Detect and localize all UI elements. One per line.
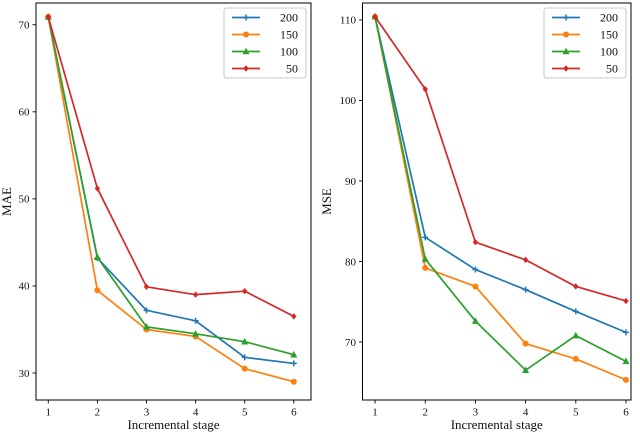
x-tick-label: 3 xyxy=(473,407,479,419)
legend-label: 200 xyxy=(280,11,298,25)
legend-label: 50 xyxy=(606,62,618,76)
legend-label: 100 xyxy=(280,45,298,59)
mae-chart: 30 40 50 60 70 1 2 3 4 5 6 MAE Incremental stage 200 1… xyxy=(0,2,312,432)
series-line-50 xyxy=(374,16,627,302)
marker-diamond-icon xyxy=(372,13,378,20)
marker-plus-icon xyxy=(422,234,429,241)
marker-triangle-icon xyxy=(290,350,298,358)
x-tick-label: 5 xyxy=(242,407,248,419)
marker-diamond-icon xyxy=(192,291,199,298)
series-line-200 xyxy=(374,16,627,334)
mse-chart-svg: 70 80 90 100 110 1 2 3 4 5 6 MSE Incremental stage 20… xyxy=(319,2,632,432)
x-axis-label: Incremental stage xyxy=(451,417,543,432)
legend-label: 100 xyxy=(600,45,618,59)
y-tick-label: 80 xyxy=(345,256,357,268)
x-axis-label: Incremental stage xyxy=(127,417,219,432)
x-tick-label: 4 xyxy=(523,407,529,419)
x-tick-label: 2 xyxy=(422,407,428,419)
x-tick-label: 1 xyxy=(372,407,378,419)
x-tick-label: 6 xyxy=(291,407,297,419)
series-line-150 xyxy=(47,16,295,383)
marker-plus-icon xyxy=(192,317,199,324)
marker-diamond-icon xyxy=(45,13,51,21)
mae-chart-svg: 30 40 50 60 70 1 2 3 4 5 6 MAE Incremental stage 200 1… xyxy=(0,2,312,432)
legend-box xyxy=(543,7,627,79)
series-line-100 xyxy=(374,16,627,372)
marker-plus-icon xyxy=(241,354,248,361)
marker-plus-icon xyxy=(243,14,249,21)
marker-circle-icon xyxy=(572,355,579,362)
y-axis-label: MAE xyxy=(0,187,14,216)
marker-diamond-icon xyxy=(422,85,428,93)
y-tick-label: 30 xyxy=(19,368,31,380)
marker-circle-icon xyxy=(241,365,248,372)
marker-circle-icon xyxy=(522,340,529,347)
y-tick-label: 90 xyxy=(345,176,357,188)
marker-triangle-icon xyxy=(572,331,580,339)
x-tick-label: 2 xyxy=(95,407,101,419)
marker-plus-icon xyxy=(572,308,579,315)
mse-chart: 70 80 90 100 110 1 2 3 4 5 6 MSE Incremental stage 20… xyxy=(319,0,640,437)
marker-triangle-icon xyxy=(192,330,200,337)
marker-circle-icon xyxy=(563,31,569,38)
y-tick-label: 100 xyxy=(340,95,357,107)
x-tick-label: 6 xyxy=(623,407,629,419)
legend-label: 150 xyxy=(280,28,298,42)
x-tick-label: 4 xyxy=(193,407,199,419)
marker-circle-icon xyxy=(472,283,479,290)
legend-label: 50 xyxy=(286,62,298,76)
marker-plus-icon xyxy=(563,14,569,21)
marker-plus-icon xyxy=(143,307,150,314)
marker-triangle-icon xyxy=(562,47,570,55)
marker-diamond-icon xyxy=(242,287,248,295)
marker-diamond-icon xyxy=(563,65,569,72)
marker-diamond-icon xyxy=(143,283,150,291)
y-tick-label: 70 xyxy=(345,337,357,349)
marker-circle-icon xyxy=(622,376,629,383)
y-tick-label: 60 xyxy=(19,107,31,119)
series-line-150 xyxy=(374,16,627,381)
marker-plus-icon xyxy=(290,360,297,367)
x-tick-label: 1 xyxy=(46,407,52,419)
series-line-50 xyxy=(47,16,295,318)
marker-diamond-icon xyxy=(291,313,297,320)
marker-circle-icon xyxy=(422,264,429,271)
marker-circle-icon xyxy=(94,287,101,294)
legend-label: 150 xyxy=(600,28,618,42)
marker-triangle-icon xyxy=(241,337,249,345)
x-tick-label: 3 xyxy=(144,407,150,419)
marker-triangle-icon xyxy=(93,253,101,261)
marker-plus-icon xyxy=(622,329,629,336)
y-tick-label: 50 xyxy=(19,194,31,206)
marker-triangle-icon xyxy=(242,47,250,55)
marker-plus-icon xyxy=(522,286,529,293)
marker-triangle-icon xyxy=(421,255,429,262)
marker-circle-icon xyxy=(243,31,249,38)
y-tick-label: 110 xyxy=(340,15,357,27)
marker-triangle-icon xyxy=(622,357,630,365)
x-tick-label: 5 xyxy=(573,407,579,419)
marker-diamond-icon xyxy=(94,185,101,192)
y-tick-label: 70 xyxy=(19,20,31,32)
marker-triangle-icon xyxy=(522,366,530,374)
marker-diamond-icon xyxy=(623,297,629,305)
marker-triangle-icon xyxy=(471,317,479,324)
y-axis-label: MSE xyxy=(320,188,334,215)
series-line-100 xyxy=(47,16,295,356)
marker-triangle-icon xyxy=(142,323,150,330)
marker-plus-icon xyxy=(472,266,479,273)
legend-label: 200 xyxy=(600,11,618,25)
marker-circle-icon xyxy=(290,378,297,385)
marker-diamond-icon xyxy=(243,65,249,72)
y-tick-label: 40 xyxy=(19,281,31,293)
legend-box xyxy=(223,7,307,79)
